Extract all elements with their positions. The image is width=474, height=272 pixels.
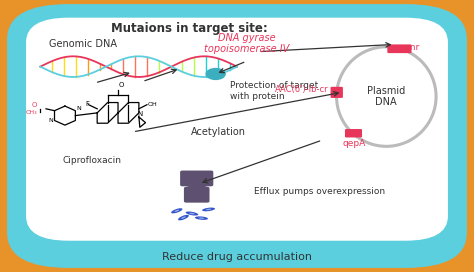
Text: AAC(6')-Ib-cr: AAC(6')-Ib-cr xyxy=(274,85,328,94)
Text: Ciprofloxacin: Ciprofloxacin xyxy=(63,156,122,165)
Ellipse shape xyxy=(202,208,215,211)
Circle shape xyxy=(206,69,225,79)
Text: DNA gyrase
topoisomerase IV: DNA gyrase topoisomerase IV xyxy=(204,33,289,54)
Text: Mutaions in target site:: Mutaions in target site: xyxy=(111,22,268,35)
FancyBboxPatch shape xyxy=(387,44,411,53)
Text: Plasmid
DNA: Plasmid DNA xyxy=(367,86,405,107)
Text: N: N xyxy=(48,118,53,123)
Text: qepA: qepA xyxy=(343,139,366,148)
Ellipse shape xyxy=(181,217,186,219)
Text: F: F xyxy=(85,101,89,107)
Text: Efflux pumps overexpression: Efflux pumps overexpression xyxy=(254,187,385,196)
Text: Protection of target
with protein: Protection of target with protein xyxy=(230,81,318,101)
Ellipse shape xyxy=(178,215,189,220)
Text: Genomic DNA: Genomic DNA xyxy=(49,39,117,48)
Text: N: N xyxy=(137,111,143,117)
Ellipse shape xyxy=(174,210,179,212)
Ellipse shape xyxy=(189,213,195,214)
Ellipse shape xyxy=(171,208,182,213)
Text: O: O xyxy=(32,103,37,109)
Ellipse shape xyxy=(195,217,208,220)
FancyBboxPatch shape xyxy=(184,187,210,203)
Text: OH: OH xyxy=(148,102,158,107)
FancyBboxPatch shape xyxy=(7,4,467,268)
Text: N: N xyxy=(76,106,81,111)
Text: qnr: qnr xyxy=(405,43,420,52)
Ellipse shape xyxy=(206,209,211,210)
Ellipse shape xyxy=(199,217,204,219)
Text: O: O xyxy=(119,82,124,88)
FancyBboxPatch shape xyxy=(330,87,343,98)
Polygon shape xyxy=(185,185,208,189)
Text: Acetylation: Acetylation xyxy=(191,127,246,137)
Text: CH₃: CH₃ xyxy=(26,110,37,115)
FancyBboxPatch shape xyxy=(26,18,448,241)
FancyBboxPatch shape xyxy=(345,129,362,137)
Ellipse shape xyxy=(186,212,198,215)
Text: Reduce drug accumulation: Reduce drug accumulation xyxy=(162,252,312,262)
FancyBboxPatch shape xyxy=(180,171,213,186)
